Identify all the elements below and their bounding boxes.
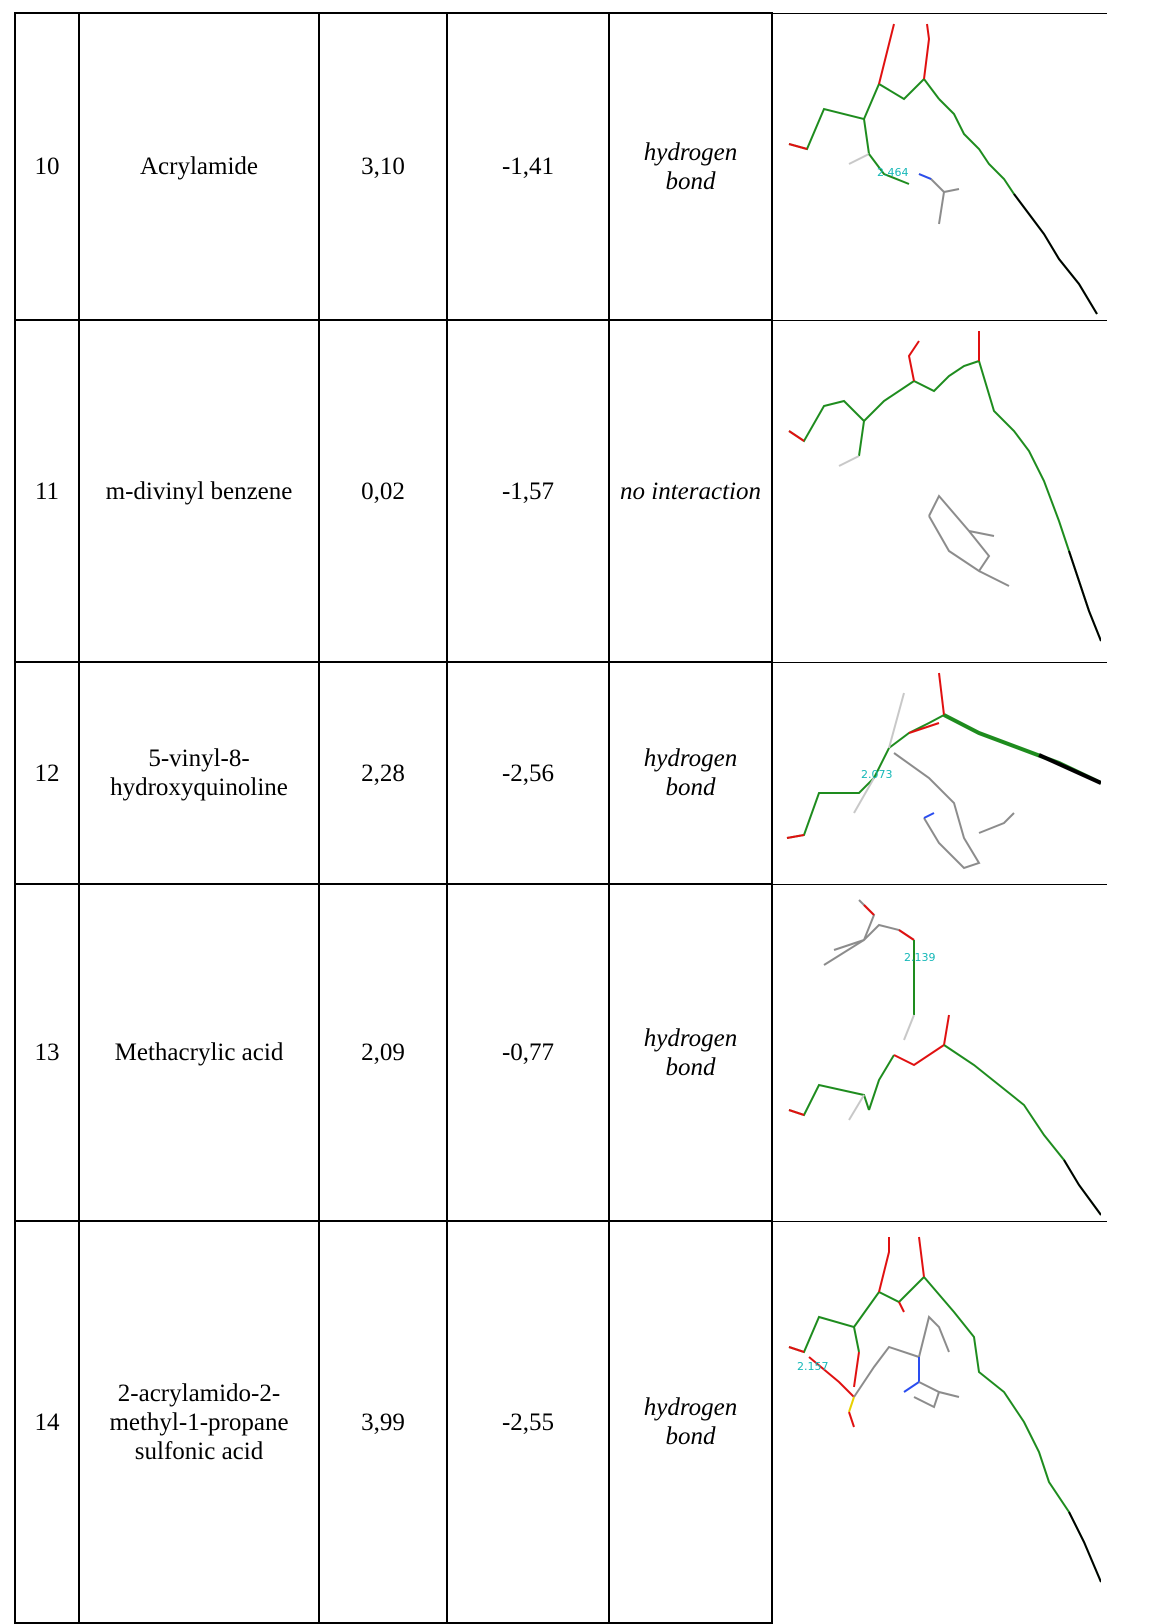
molecule-image: 2.073 [771,661,1107,884]
table-row: 14 2-acrylamido-2-methyl-1-propane sulfo… [14,1220,1107,1624]
value-2: -1,57 [446,319,610,663]
molecule-image: 2.464 [771,12,1107,320]
value-1: 0,02 [318,319,448,663]
value-2: -0,77 [446,883,610,1222]
interaction-type: hydrogen bond [608,1220,773,1624]
molecule-drawing: 2.139 [788,899,1101,1216]
molecule-image [771,319,1107,662]
compound-name: Methacrylic acid [78,883,320,1222]
molecule-image: 2.139 [771,883,1107,1221]
value-2: -1,41 [446,12,610,321]
table-row: 11 m-divinyl benzene 0,02 -1,57 no inter… [14,319,1107,663]
table-row: 12 5-vinyl-8-hydroxyquinoline 2,28 -2,56… [14,661,1107,885]
compound-name: Acrylamide [78,12,320,321]
row-number: 14 [14,1220,80,1624]
table-row: 10 Acrylamide 3,10 -1,41 hydrogen bond [14,12,1107,321]
results-table: 10 Acrylamide 3,10 -1,41 hydrogen bond [14,12,1107,1624]
value-1: 2,28 [318,661,448,885]
interaction-type: no interaction [608,319,773,663]
row-number: 12 [14,661,80,885]
molecule-drawing: 2.073 [786,672,1101,870]
value-1: 3,99 [318,1220,448,1624]
molecule-image: 2.157 [771,1220,1107,1623]
value-1: 2,09 [318,883,448,1222]
interaction-type: hydrogen bond [608,661,773,885]
distance-label: 2.139 [904,951,936,964]
molecule-drawing: 2.157 [788,1237,1101,1583]
molecule-drawing: 2.464 [788,23,1098,315]
distance-label: 2.464 [877,166,909,179]
compound-name: 5-vinyl-8-hydroxyquinoline [78,661,320,885]
compound-name: 2-acrylamido-2-methyl-1-propane sulfonic… [78,1220,320,1624]
interaction-type: hydrogen bond [608,12,773,321]
compound-name: m-divinyl benzene [78,319,320,663]
molecule-drawing [788,331,1101,642]
value-2: -2,55 [446,1220,610,1624]
row-number: 11 [14,319,80,663]
distance-label: 2.073 [861,768,893,781]
table-row: 13 Methacrylic acid 2,09 -0,77 hydrogen … [14,883,1107,1222]
value-2: -2,56 [446,661,610,885]
interaction-type: hydrogen bond [608,883,773,1222]
distance-label: 2.157 [797,1360,829,1373]
value-1: 3,10 [318,12,448,321]
row-number: 13 [14,883,80,1222]
row-number: 10 [14,12,80,321]
